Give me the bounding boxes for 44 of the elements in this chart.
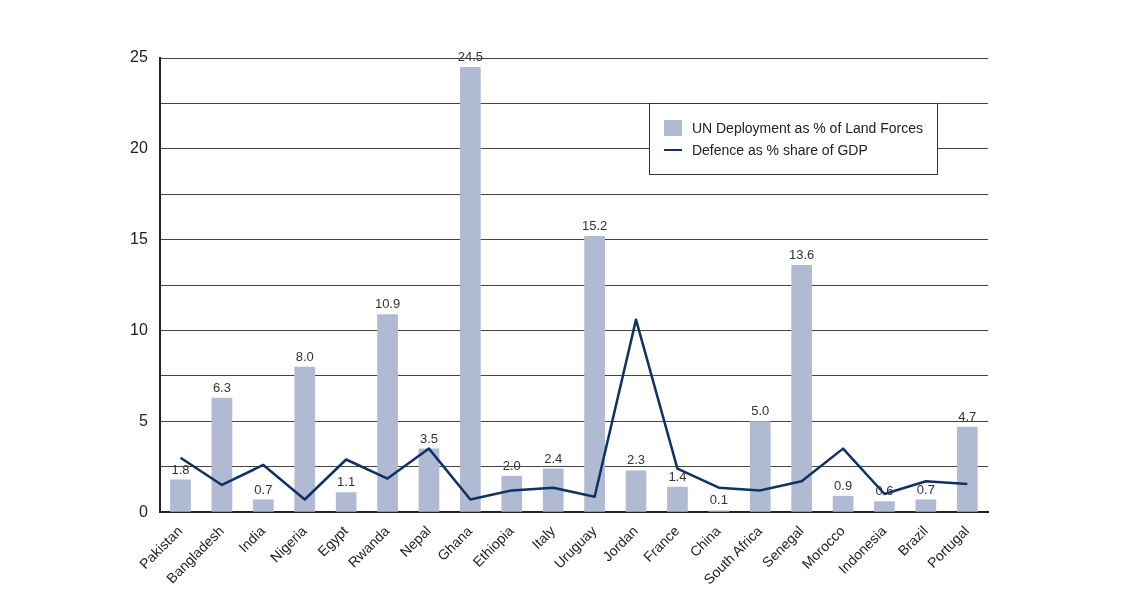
y-tick-label: 5 [138,411,148,429]
bar [335,492,357,512]
data-label: 0.7 [916,481,935,497]
bar [542,468,564,512]
x-tick-label: Italy [528,522,559,553]
data-label: 2.3 [626,452,646,468]
bar [956,426,978,512]
bar [874,501,895,512]
data-label: 3.5 [419,430,438,446]
data-label: 15.2 [581,218,608,234]
data-label: 5.0 [751,403,770,419]
y-tick-label: 15 [130,230,148,248]
bar [832,495,854,512]
bar [252,499,274,512]
data-label: 0.9 [834,477,853,493]
data-label: 0.1 [709,492,728,508]
data-label: 8.0 [295,348,314,364]
bar [501,475,523,512]
legend-label: Defence as % share of GDP [691,142,868,158]
bar [584,236,605,512]
bar [749,421,771,512]
bar [625,470,647,512]
bar [915,499,937,512]
y-tick-label: 10 [130,320,148,338]
y-tick-label: 0 [138,502,148,520]
data-label: 1.1 [337,474,356,490]
data-label: 6.3 [212,379,231,395]
legend-label: UN Deployment as % of Land Forces [691,120,923,136]
y-tick-label: 25 [130,48,148,66]
y-tick-label: 20 [130,139,148,157]
bar [791,265,813,512]
bar [418,448,440,512]
data-label: 2.4 [544,450,563,466]
bar [294,366,316,512]
bar [460,67,481,512]
bar [170,479,191,512]
bar [667,486,688,512]
data-label: 1.4 [668,468,687,484]
bar [377,314,398,512]
data-label: 10.9 [374,296,401,312]
data-label: 13.6 [789,247,815,263]
data-label: 0.7 [254,481,273,497]
data-label: 4.7 [958,408,977,424]
bar [211,397,233,512]
